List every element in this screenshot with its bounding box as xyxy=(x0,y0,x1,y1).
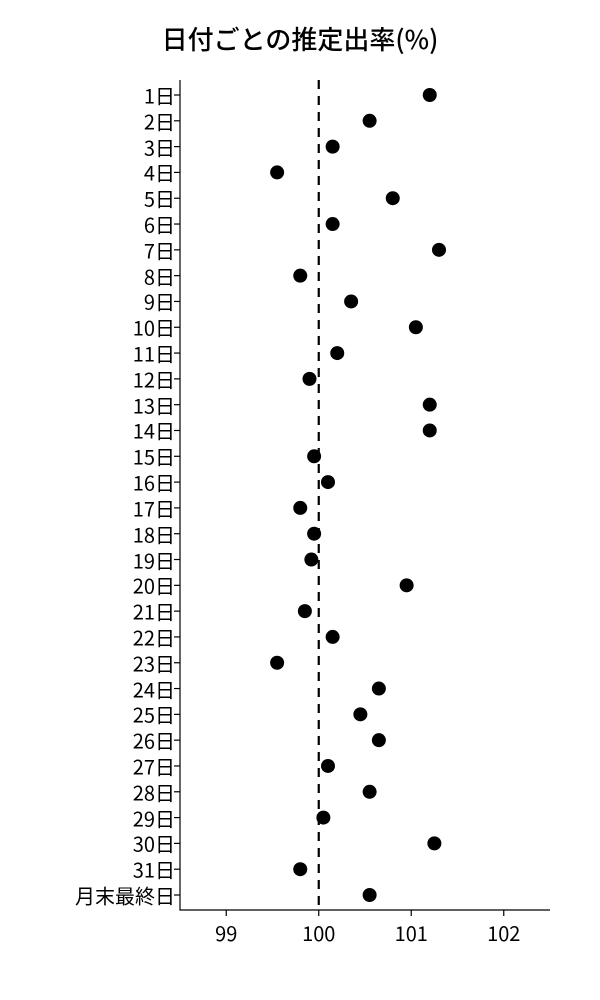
plot-area xyxy=(180,80,550,910)
y-axis-label: 22日 xyxy=(133,622,175,651)
y-axis-label: 17日 xyxy=(133,493,175,522)
y-axis-label: 21日 xyxy=(133,597,175,626)
y-axis-label: 31日 xyxy=(133,855,175,884)
data-point xyxy=(427,836,441,850)
y-axis-label: 16日 xyxy=(133,468,175,497)
x-axis-label: 101 xyxy=(395,918,428,947)
y-axis-label: 14日 xyxy=(133,416,175,445)
x-axis-label: 99 xyxy=(215,918,237,947)
data-point xyxy=(344,294,358,308)
y-axis-label: 18日 xyxy=(133,519,175,548)
data-point xyxy=(423,423,437,437)
data-point xyxy=(423,398,437,412)
data-point xyxy=(423,88,437,102)
data-point xyxy=(293,269,307,283)
data-point xyxy=(326,217,340,231)
y-axis-label: 月末最終日 xyxy=(75,881,175,910)
data-point xyxy=(326,140,340,154)
y-axis-label: 7日 xyxy=(144,235,175,264)
y-axis-label: 13日 xyxy=(133,390,175,419)
data-point xyxy=(409,320,423,334)
data-point xyxy=(363,114,377,128)
y-axis-label: 28日 xyxy=(133,777,175,806)
y-axis-label: 10日 xyxy=(133,313,175,342)
y-axis-label: 1日 xyxy=(144,81,175,110)
data-point xyxy=(330,346,344,360)
data-point xyxy=(321,475,335,489)
data-point xyxy=(353,707,367,721)
y-axis-label: 27日 xyxy=(133,751,175,780)
y-axis-label: 29日 xyxy=(133,803,175,832)
data-point xyxy=(363,888,377,902)
data-point xyxy=(304,553,318,567)
chart-title: 日付ごとの推定出率(%) xyxy=(0,20,600,57)
data-point xyxy=(293,862,307,876)
data-point xyxy=(270,165,284,179)
data-point xyxy=(432,243,446,257)
y-axis-label: 19日 xyxy=(133,545,175,574)
y-axis-label: 23日 xyxy=(133,648,175,677)
data-point xyxy=(270,656,284,670)
y-axis-label: 5日 xyxy=(144,184,175,213)
y-axis-label: 4日 xyxy=(144,158,175,187)
chart-container: 日付ごとの推定出率(%) 1日2日3日4日5日6日7日8日9日10日11日12日… xyxy=(0,0,600,1000)
y-axis-label: 6日 xyxy=(144,210,175,239)
y-axis-label: 2日 xyxy=(144,106,175,135)
x-axis-label: 102 xyxy=(487,918,520,947)
data-point xyxy=(363,785,377,799)
y-axis-label: 12日 xyxy=(133,364,175,393)
data-point xyxy=(307,449,321,463)
y-axis-label: 9日 xyxy=(144,287,175,316)
data-point xyxy=(298,604,312,618)
data-point xyxy=(372,682,386,696)
y-axis-label: 11日 xyxy=(133,339,175,368)
data-point xyxy=(321,759,335,773)
data-point xyxy=(386,191,400,205)
data-point xyxy=(316,811,330,825)
data-point xyxy=(307,527,321,541)
data-point xyxy=(372,733,386,747)
y-axis-label: 20日 xyxy=(133,571,175,600)
y-axis-label: 26日 xyxy=(133,726,175,755)
x-axis-label: 100 xyxy=(302,918,335,947)
data-point xyxy=(293,501,307,515)
y-axis-label: 30日 xyxy=(133,829,175,858)
data-point xyxy=(400,578,414,592)
y-axis-label: 24日 xyxy=(133,674,175,703)
data-point xyxy=(303,372,317,386)
axis-lines xyxy=(180,80,550,910)
y-axis-label: 25日 xyxy=(133,700,175,729)
data-point xyxy=(326,630,340,644)
y-axis-label: 15日 xyxy=(133,442,175,471)
y-axis-label: 3日 xyxy=(144,132,175,161)
y-axis-label: 8日 xyxy=(144,261,175,290)
